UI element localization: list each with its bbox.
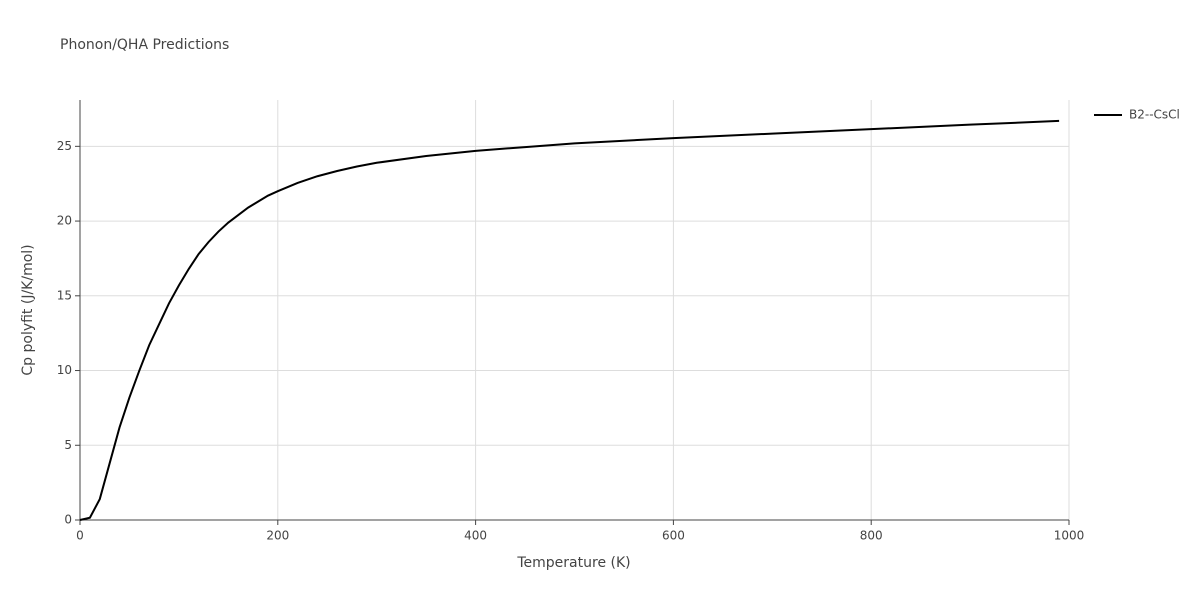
chart-title: Phonon/QHA Predictions	[60, 37, 229, 53]
y-tick-label: 5	[64, 438, 72, 452]
x-tick-label: 0	[76, 529, 84, 543]
legend-label: B2--CsCl	[1129, 108, 1180, 122]
x-tick-label: 1000	[1054, 529, 1085, 543]
x-tick-label: 400	[464, 529, 487, 543]
x-tick-label: 800	[860, 529, 883, 543]
y-axis-label: Cp polyfit (J/K/mol)	[20, 244, 36, 375]
y-tick-label: 15	[57, 288, 72, 302]
y-tick-label: 0	[64, 513, 72, 527]
y-tick-label: 20	[57, 214, 72, 228]
y-tick-label: 25	[57, 139, 72, 153]
line	[79, 119, 1060, 521]
x-tick-label: 600	[662, 529, 685, 543]
y-tick-label: 10	[57, 363, 72, 377]
x-axis-label: Temperature (K)	[516, 555, 630, 571]
x-tick-label: 200	[266, 529, 289, 543]
